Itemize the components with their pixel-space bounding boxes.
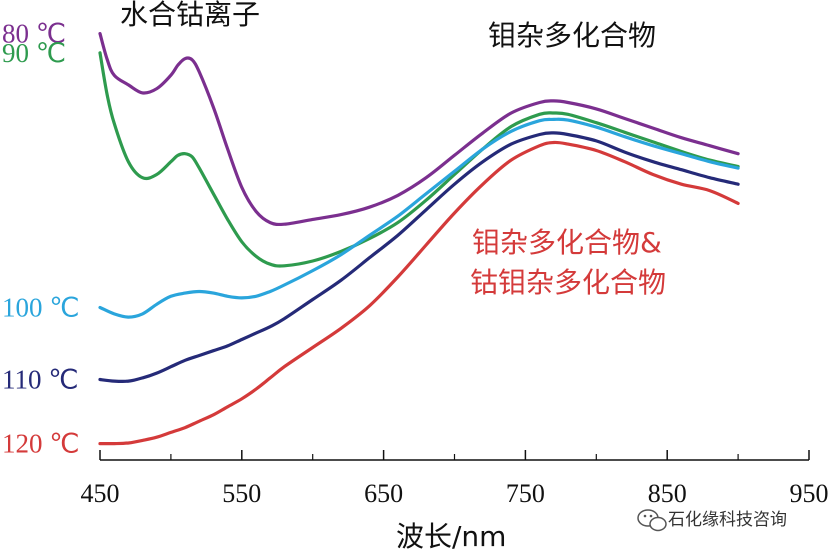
annotation-mo-mix-line2: 钴钼杂多化合物 <box>470 266 666 299</box>
wechat-icon <box>637 509 667 532</box>
series-line-0 <box>98 32 740 227</box>
x-axis: 450 550 650 750 850 950 <box>81 450 829 508</box>
x-tick-label: 750 <box>506 479 545 508</box>
series-line-4 <box>98 140 740 446</box>
watermark: 石化缘科技咨询 <box>637 509 787 532</box>
series-label-2: 100 ℃ <box>2 292 80 322</box>
series-label-4: 120 ℃ <box>2 429 80 459</box>
series-lines <box>98 32 740 446</box>
x-tick-label: 450 <box>81 479 120 508</box>
x-tick-label: 850 <box>648 479 687 508</box>
series-label-0: 80 ℃ <box>2 19 66 49</box>
series-line-2 <box>98 117 740 319</box>
watermark-text: 石化缘科技咨询 <box>668 510 787 530</box>
x-tick-label: 950 <box>790 479 829 508</box>
annotation-cobalt-ions: 水合钴离子 <box>120 0 260 31</box>
series-line-3 <box>98 131 740 384</box>
series-label-1: 90 ℃ <box>2 38 66 68</box>
x-tick-label: 550 <box>222 479 261 508</box>
annotation-mo-heteropoly: 钼杂多化合物 <box>488 19 656 52</box>
annotation-mo-mix-line1: 钼杂多化合物& <box>472 226 662 259</box>
series-line-1 <box>98 51 740 268</box>
series-label-3: 110 ℃ <box>2 365 79 395</box>
x-axis-title: 波长/nm <box>396 520 506 553</box>
x-tick-label: 650 <box>364 479 403 508</box>
series-labels: 80 ℃90 ℃ 100 ℃ 110 ℃ 120 ℃ <box>2 19 80 459</box>
